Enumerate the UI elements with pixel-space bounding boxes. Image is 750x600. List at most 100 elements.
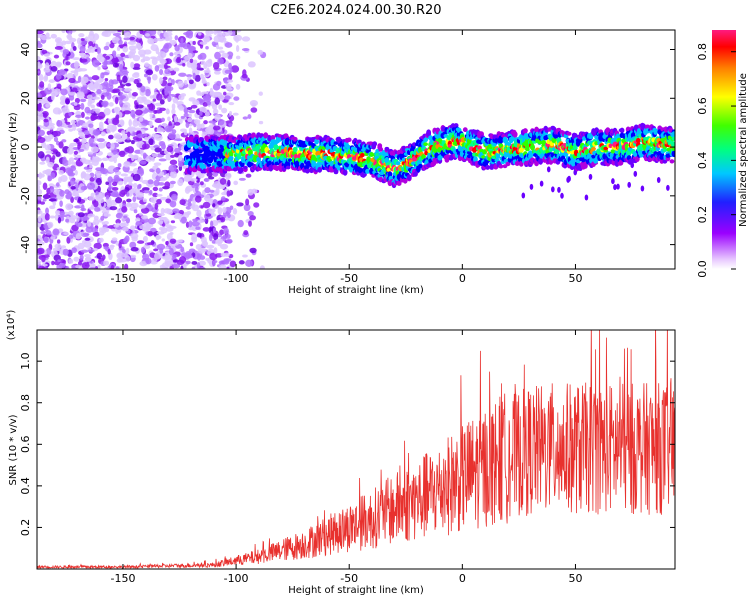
- spectrogram-spur-cell: [521, 192, 526, 199]
- spectrogram-noise-cell: [233, 96, 240, 101]
- spectrogram-noise-cell: [159, 69, 164, 76]
- spectrogram-noise-cell: [37, 247, 45, 255]
- spectrogram-noise-cell: [153, 162, 162, 166]
- spectrogram-noise-cell: [158, 158, 167, 162]
- spectrogram-noise-cell: [215, 187, 220, 196]
- spectrogram-noise-cell: [89, 143, 97, 147]
- spectrogram-noise-cell: [45, 247, 52, 256]
- spectrogram-ridge-cell: [530, 143, 535, 151]
- spectrogram-y-tick-label: -40: [19, 236, 32, 254]
- spectrogram-noise-cell: [51, 260, 55, 266]
- spectrogram-noise-cell: [37, 188, 43, 196]
- spectrogram-noise-cell: [42, 198, 47, 202]
- spectrogram-noise-cell: [55, 61, 63, 67]
- spectrogram-noise-cell: [152, 98, 157, 102]
- spectrogram-ridge-cell: [330, 139, 336, 147]
- spectrogram-noise-cell: [56, 239, 61, 244]
- spectrogram-noise-cell: [196, 232, 202, 238]
- spectrogram-spur-cell: [633, 170, 638, 177]
- spectrogram-noise-cell: [125, 31, 131, 38]
- spectrogram-spur-cell: [557, 186, 561, 193]
- spectrogram-noise-cell: [109, 206, 118, 211]
- spectrogram-noise-cell: [197, 123, 203, 129]
- spectrogram-noise-cell: [91, 75, 100, 81]
- spectrogram-noise-cell: [97, 264, 101, 269]
- spectrogram-noise-cell: [95, 108, 101, 114]
- spectrogram-noise-cell: [170, 220, 176, 224]
- spectrogram-y-tick-label: -20: [19, 187, 32, 205]
- spectrogram-noise-cell: [80, 98, 87, 103]
- spectrogram-ridge-cell: [317, 166, 323, 173]
- spectrogram-noise-cell: [201, 122, 205, 129]
- spectrogram-noise-cell: [74, 97, 80, 104]
- spectrogram-noise-cell: [80, 186, 87, 191]
- spectrogram-noise-cell: [106, 200, 110, 205]
- spectrogram-noise-cell: [178, 43, 186, 48]
- spectrogram-noise-cell: [197, 219, 205, 223]
- spectrogram-noise-cell: [103, 260, 107, 266]
- spectrogram-ridge-cell: [522, 128, 528, 134]
- spectrogram-noise-cell: [169, 52, 174, 57]
- spectrogram-noise-cell: [160, 117, 165, 123]
- spectrogram-noise-cell: [204, 187, 211, 194]
- spectrogram-noise-cell: [167, 116, 171, 122]
- spectrogram-noise-cell: [104, 30, 110, 34]
- spectrogram-noise-cell: [107, 118, 112, 125]
- spectrogram-noise-cell: [111, 181, 118, 187]
- spectrogram-noise-cell: [56, 39, 61, 44]
- snr-frame: [36, 329, 676, 570]
- spectrogram-noise-cell: [50, 172, 56, 179]
- spectrogram-noise-cell: [156, 243, 166, 251]
- spectrogram-noise-cell: [105, 55, 111, 60]
- spectrogram-noise-cell: [45, 230, 52, 236]
- spectrogram-noise-cell: [196, 262, 201, 269]
- spectrogram-noise-cell: [204, 111, 210, 117]
- spectrogram-noise-cell: [44, 144, 51, 151]
- spectrogram-ylabel: Frequency (Hz): [8, 112, 19, 188]
- spectrogram-noise-cell: [171, 193, 178, 201]
- spectrogram-noise-cell: [123, 37, 131, 41]
- spectrogram-noise-cell: [161, 238, 165, 242]
- spectrogram-noise-cell: [139, 224, 145, 230]
- spectrogram-noise-cell: [235, 55, 241, 60]
- spectrogram-noise-cell: [46, 124, 55, 130]
- spectrogram-noise-cell: [41, 49, 48, 55]
- spectrogram-noise-cell: [212, 203, 216, 208]
- spectrogram-noise-cell: [232, 207, 238, 215]
- spectrogram-noise-cell: [100, 72, 105, 79]
- spectrogram-noise-cell: [153, 109, 158, 114]
- spectrogram-noise-cell: [92, 152, 97, 157]
- spectrogram-noise-cell: [48, 79, 56, 83]
- spectrogram-noise-cell: [226, 266, 230, 269]
- spectrogram-noise-cell: [151, 156, 156, 162]
- spectrogram-noise-cell: [102, 242, 109, 248]
- spectrogram-noise-cell: [205, 30, 210, 35]
- spectrogram-noise-cell: [156, 231, 165, 235]
- spectrogram-noise-cell: [38, 265, 45, 269]
- spectrogram-noise-cell: [203, 69, 211, 73]
- spectrogram-noise-cell: [169, 180, 176, 185]
- spectrogram-noise-cell: [147, 203, 152, 208]
- spectrogram-noise-cell: [191, 260, 198, 265]
- spectrogram-noise-cell: [178, 72, 187, 77]
- spectrogram-noise-cell: [208, 208, 216, 213]
- spectrogram-spur-cell: [630, 162, 635, 169]
- spectrogram-noise-cell: [180, 93, 187, 97]
- spectrogram-noise-cell: [241, 47, 250, 52]
- spectrogram-noise-cell: [52, 228, 60, 236]
- spectrogram-noise-cell: [149, 120, 153, 128]
- spectrogram-noise-cell: [101, 157, 109, 162]
- spectrogram-noise-cell: [213, 233, 219, 241]
- spectrogram-noise-cell: [159, 171, 165, 176]
- spectrogram-noise-cell: [45, 103, 51, 108]
- spectrogram-noise-cell: [86, 182, 96, 190]
- spectrogram-noise-cell: [76, 37, 82, 45]
- snr-panel: -150 -100 -50 0 500.20.40.60.81.0 Height of …: [6, 310, 676, 596]
- spectrogram-noise-cell: [212, 61, 220, 70]
- spectrogram-noise-cell: [129, 36, 135, 41]
- spectrogram-noise-cell: [109, 244, 114, 251]
- spectrogram-noise-cell: [150, 196, 158, 204]
- spectrogram-ridge-cell: [671, 131, 675, 137]
- spectrogram-noise-cell: [201, 76, 206, 84]
